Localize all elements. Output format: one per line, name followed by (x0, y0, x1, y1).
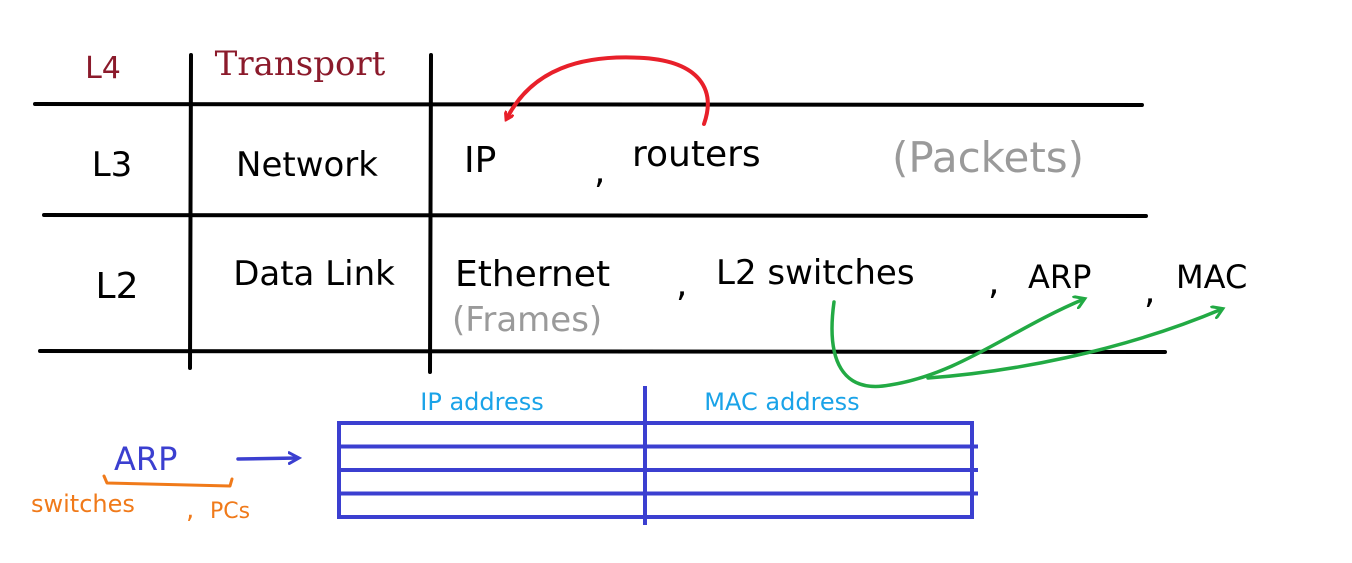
l2-item-mac: MAC (1176, 258, 1247, 296)
arp-table-grid (337, 386, 978, 525)
layer-name-l2: Data Link (233, 254, 395, 294)
l2-unit-frames: (Frames) (452, 300, 602, 340)
grid-line-l2-bottom (38, 349, 1167, 354)
arp-table-header-ip: IP address (420, 388, 543, 416)
arp-note: ARP switches , PCs (31, 440, 298, 525)
arp-note-users-separator: , (186, 495, 194, 525)
layer-row-l3: L3 Network IP , routers (Packets) (92, 133, 1084, 192)
arp-note-users-pcs: PCs (210, 499, 250, 524)
l3-separator: , (594, 151, 605, 192)
arp-note-users-switches: switches (31, 490, 135, 518)
grid-col-divider-2 (428, 53, 433, 374)
red-arrow-routers-to-ip (507, 55, 710, 126)
l2-separator-2: , (988, 262, 999, 303)
arp-note-bracket (102, 474, 234, 488)
l2-item-arp: ARP (1028, 258, 1091, 296)
layer-name-l4: Transport (215, 44, 386, 84)
l3-unit-packets: (Packets) (892, 133, 1084, 182)
arp-note-label: ARP (114, 440, 177, 478)
l2-item-l2-switches: L2 switches (716, 253, 915, 293)
arp-table-header-mac: MAC address (704, 388, 859, 416)
l2-separator-3: , (1144, 271, 1155, 312)
layer-label-l4: L4 (85, 51, 121, 86)
l2-separator-1: , (676, 264, 687, 305)
layer-row-l2: L2 Data Link Ethernet (Frames) , L2 swit… (96, 253, 1248, 340)
layer-row-l4: L4 Transport (85, 44, 386, 86)
l3-item-routers: routers (632, 134, 761, 175)
arp-table: IP address MAC address (337, 386, 978, 525)
grid-col-divider-1 (188, 53, 193, 370)
green-arrow-switches-to-arp (830, 299, 1084, 389)
l3-item-ip: IP (464, 140, 496, 181)
green-arrow-switches-to-mac (926, 309, 1222, 380)
grid-line-l4-l3 (33, 102, 1144, 107)
grid-line-l3-l2 (42, 213, 1148, 218)
arp-note-arrow (236, 458, 298, 459)
layer-name-l3: Network (236, 145, 378, 185)
l2-item-ethernet: Ethernet (455, 254, 610, 295)
layer-grid (33, 53, 1167, 374)
layer-label-l3: L3 (92, 145, 133, 185)
layer-label-l2: L2 (96, 266, 139, 307)
